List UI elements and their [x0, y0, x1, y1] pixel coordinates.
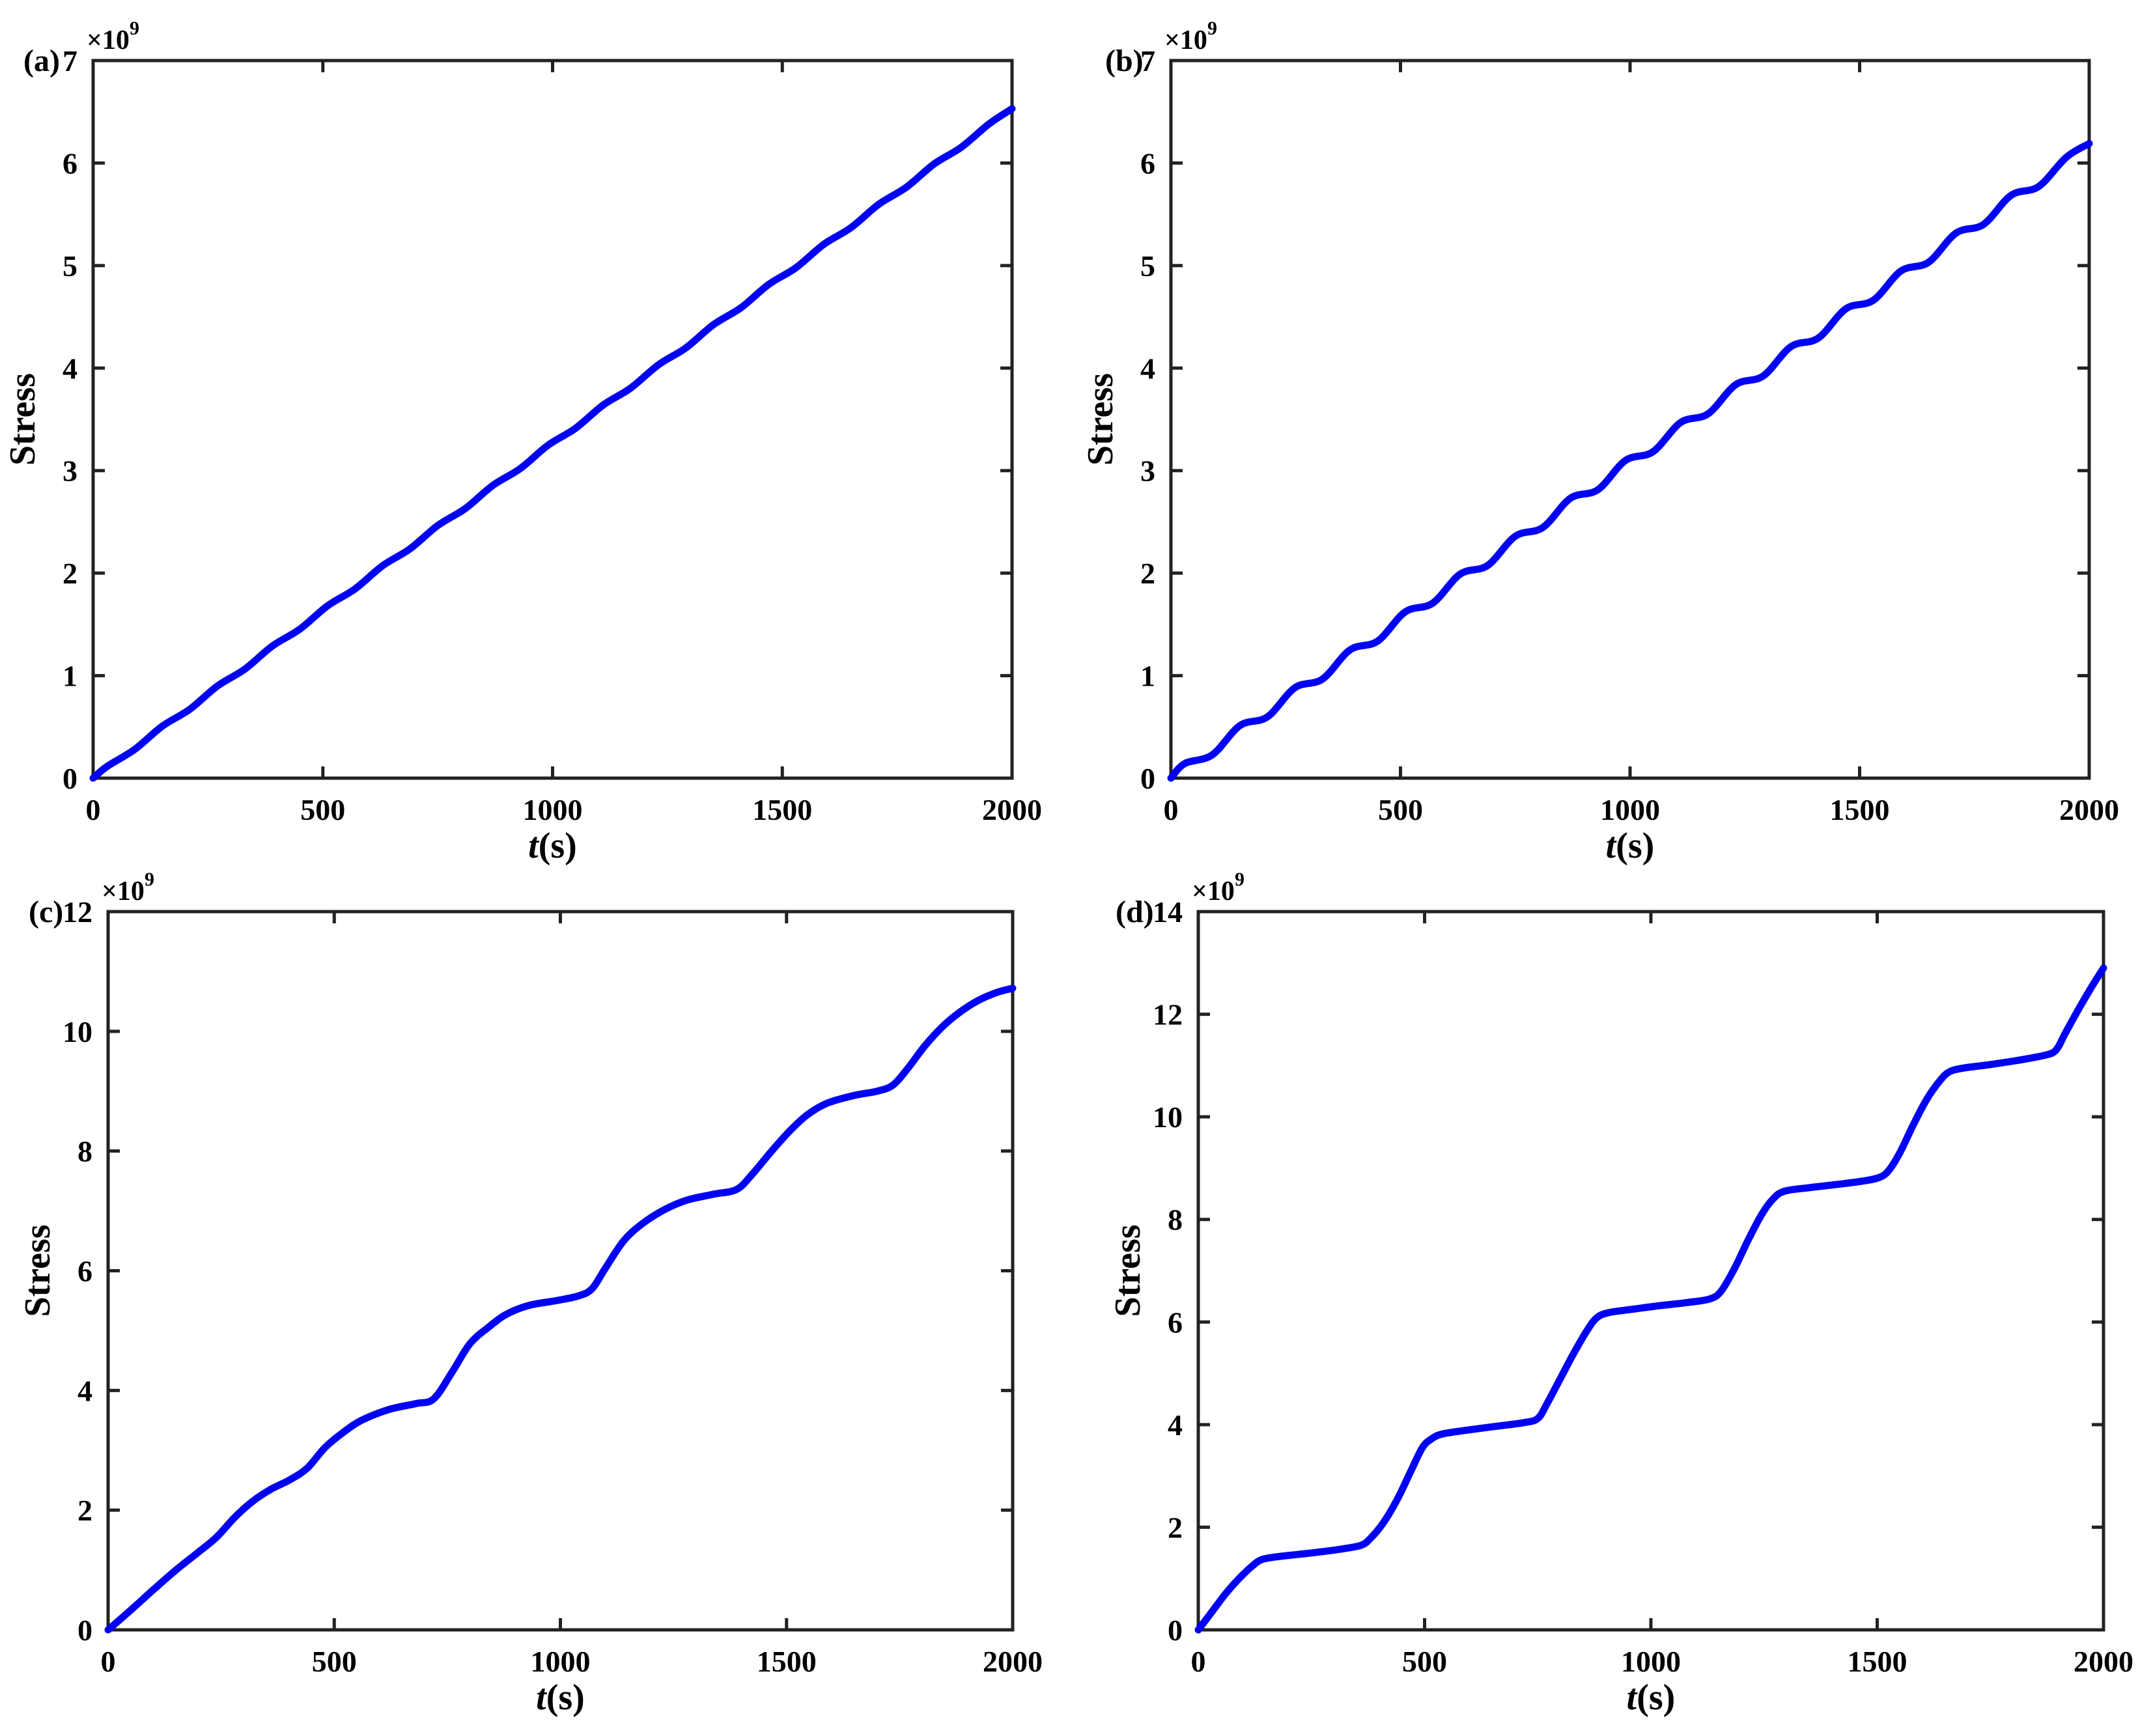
stress-curve [1167, 140, 2093, 782]
panel-label: (c) [29, 895, 63, 929]
subplot-c: 0 500 1000 1500 2000 0 2 4 6 8 10 12 ×109 (c) Stress t(… [0, 868, 1076, 1736]
y-axis-label: Stress [18, 1224, 58, 1317]
y-axis-label: Stress [1108, 1224, 1148, 1317]
y-tick-label: 4 [77, 1374, 92, 1407]
x-tick-label: 0 [1191, 1645, 1206, 1678]
y-tick-label: 0 [1140, 762, 1155, 795]
x-axis-label: t(s) [1627, 1677, 1676, 1718]
stress-curve [89, 105, 1016, 782]
y-axis-exponent-label: ×109 [1164, 18, 1217, 55]
x-tick-label: 1500 [1848, 1645, 1907, 1678]
y-tick-label: 12 [1153, 998, 1183, 1031]
x-tick-label: 2000 [2059, 793, 2119, 826]
y-tick-label: 0 [1168, 1614, 1183, 1647]
subplot-d-chart: 0 500 1000 1500 2000 0 2 4 6 8 10 12 14 ×109 (d) Stress… [1108, 869, 2133, 1718]
stress-curve [104, 985, 1017, 1634]
x-axis-label: t(s) [1606, 826, 1655, 866]
x-tick-label: 500 [300, 793, 345, 826]
x-tick-label: 1000 [531, 1645, 591, 1678]
x-tick-label: 500 [1378, 793, 1423, 826]
y-tick-label: 2 [63, 557, 77, 590]
y-tick-label: 10 [1153, 1100, 1183, 1134]
subplot-a: 0 500 1000 1500 2000 0 1 2 3 4 5 6 7 ×109 (a) Stress t(s… [0, 0, 1076, 868]
axes-box [106, 910, 1015, 1632]
x-tick-label: 500 [1402, 1645, 1447, 1678]
y-tick-label: 2 [77, 1494, 92, 1527]
y-axis-label: Stress [1080, 373, 1121, 466]
axes-box [91, 59, 1014, 780]
y-tick-label: 0 [77, 1614, 92, 1647]
x-tick-label: 1000 [1621, 1645, 1681, 1678]
y-tick-label: 6 [1168, 1306, 1183, 1339]
x-tick-label: 0 [101, 1645, 116, 1678]
x-tick-label: 0 [1164, 793, 1179, 826]
panel-label: (d) [1116, 895, 1154, 929]
y-axis-exponent-label: ×109 [87, 18, 139, 55]
y-tick-label: 7 [63, 44, 77, 77]
axes-box [1169, 59, 2091, 780]
subplot-b: 0 500 1000 1500 2000 0 1 2 3 4 5 6 7 ×109 (b) Stress t(s… [1076, 0, 2153, 868]
x-tick-label: 2000 [983, 1645, 1043, 1678]
y-tick-label: 3 [1140, 455, 1155, 488]
panel-label: (b) [1105, 44, 1144, 78]
x-tick-label: 2000 [982, 793, 1042, 826]
y-axis-label: Stress [3, 373, 43, 466]
y-tick-label: 5 [63, 249, 77, 283]
y-tick-label: 6 [1140, 147, 1155, 180]
x-tick-label: 1000 [523, 793, 583, 826]
subplot-a-chart: 0 500 1000 1500 2000 0 1 2 3 4 5 6 7 ×109 (a) Stress t(s… [3, 18, 1042, 866]
y-tick-label: 6 [63, 147, 77, 180]
y-tick-label: 1 [1140, 660, 1155, 693]
y-tick-label: 6 [77, 1255, 92, 1288]
x-tick-label: 2000 [2074, 1645, 2133, 1678]
subplot-c-chart: 0 500 1000 1500 2000 0 2 4 6 8 10 12 ×109 (c) Stress t(… [18, 869, 1043, 1718]
x-tick-label: 0 [86, 793, 101, 826]
x-tick-label: 1500 [752, 793, 812, 826]
subplot-b-chart: 0 500 1000 1500 2000 0 1 2 3 4 5 6 7 ×109 (b) Stress t(s… [1080, 18, 2119, 866]
y-tick-label: 8 [77, 1135, 92, 1168]
y-tick-label: 12 [63, 895, 92, 929]
y-axis-exponent-label: ×109 [102, 869, 154, 906]
y-tick-label: 10 [63, 1015, 92, 1048]
y-tick-label: 3 [63, 455, 77, 488]
y-axis-exponent-label: ×109 [1192, 869, 1245, 906]
x-tick-label: 500 [312, 1645, 357, 1678]
y-tick-label: 5 [1140, 249, 1155, 283]
x-tick-label: 1500 [1830, 793, 1890, 826]
stress-curve [1194, 964, 2107, 1634]
x-axis-label: t(s) [528, 826, 577, 866]
y-tick-label: 4 [1140, 352, 1155, 385]
y-tick-label: 2 [1140, 557, 1155, 590]
subplot-d: 0 500 1000 1500 2000 0 2 4 6 8 10 12 14 ×109 (d) Stress… [1076, 868, 2153, 1736]
x-axis-label: t(s) [536, 1677, 585, 1718]
x-tick-label: 1000 [1600, 793, 1660, 826]
y-tick-label: 1 [63, 660, 77, 693]
x-tick-label: 1500 [757, 1645, 817, 1678]
y-tick-label: 7 [1140, 44, 1155, 77]
y-tick-label: 2 [1168, 1511, 1183, 1544]
y-tick-label: 8 [1168, 1203, 1183, 1237]
axes-box [1196, 910, 2105, 1632]
y-tick-label: 4 [1168, 1408, 1183, 1442]
y-tick-label: 0 [63, 762, 77, 795]
panel-label: (a) [23, 44, 60, 78]
y-tick-label: 14 [1153, 895, 1183, 929]
y-tick-label: 4 [63, 352, 77, 385]
